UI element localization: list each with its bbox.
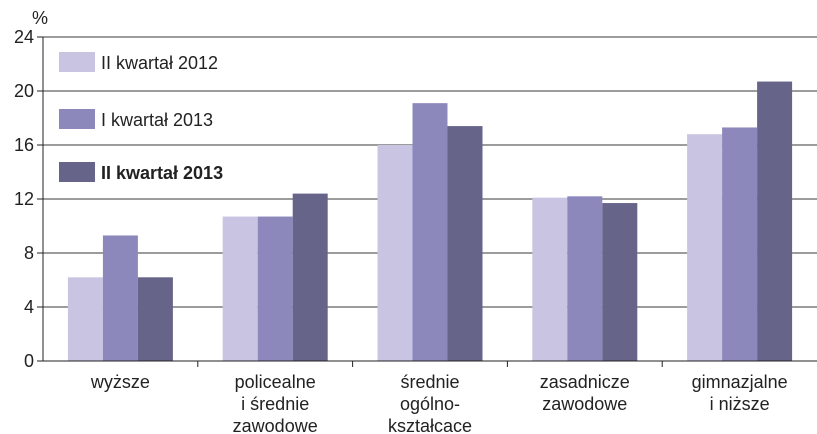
y-tick-label: 24: [14, 27, 34, 47]
bar: [102, 235, 138, 361]
x-category-label: zasadnicze: [540, 372, 630, 392]
x-category-label: zawodowe: [233, 416, 318, 434]
bar: [687, 134, 723, 361]
y-tick-label: 20: [14, 81, 34, 101]
x-category-label: ogólno-: [400, 394, 460, 414]
bar: [222, 216, 258, 361]
legend-label: II kwartał 2012: [101, 53, 218, 73]
x-category-label: gimnazjalne: [692, 372, 788, 392]
y-tick-label: 0: [24, 351, 34, 371]
x-category-label: zawodowe: [542, 394, 627, 414]
x-category-label: średnie: [400, 372, 459, 392]
bar: [412, 103, 448, 362]
y-tick-label: 8: [24, 243, 34, 263]
bar: [602, 203, 638, 361]
legend-swatch: [59, 162, 95, 182]
bar: [377, 145, 413, 361]
legend-label: I kwartał 2013: [101, 110, 213, 130]
bar: [137, 277, 173, 361]
bar: [67, 277, 103, 361]
y-tick-label: 12: [14, 189, 34, 209]
x-category-label: i niższe: [710, 394, 770, 414]
bars: [67, 81, 793, 362]
bar: [292, 193, 328, 361]
x-category-label: wyższe: [90, 372, 150, 392]
bar: [257, 216, 293, 361]
legend-swatch: [59, 109, 95, 129]
x-category-label: policealne: [235, 372, 316, 392]
legend-label: II kwartał 2013: [101, 163, 223, 183]
bar: [532, 197, 568, 361]
bar: [447, 126, 483, 361]
bar: [757, 81, 793, 362]
y-axis-ticks: 0 4 8 12 16 20 24: [14, 27, 43, 371]
x-category-label: i średnie: [241, 394, 309, 414]
bar: [722, 127, 758, 361]
legend-swatch: [59, 52, 95, 72]
legend: II kwartał 2012 I kwartał 2013 II kwartał …: [59, 52, 223, 183]
y-axis-unit-label: %: [32, 8, 48, 28]
bar: [567, 196, 603, 361]
x-category-label: kształcace: [388, 416, 472, 434]
y-tick-label: 16: [14, 135, 34, 155]
y-tick-label: 4: [24, 297, 34, 317]
